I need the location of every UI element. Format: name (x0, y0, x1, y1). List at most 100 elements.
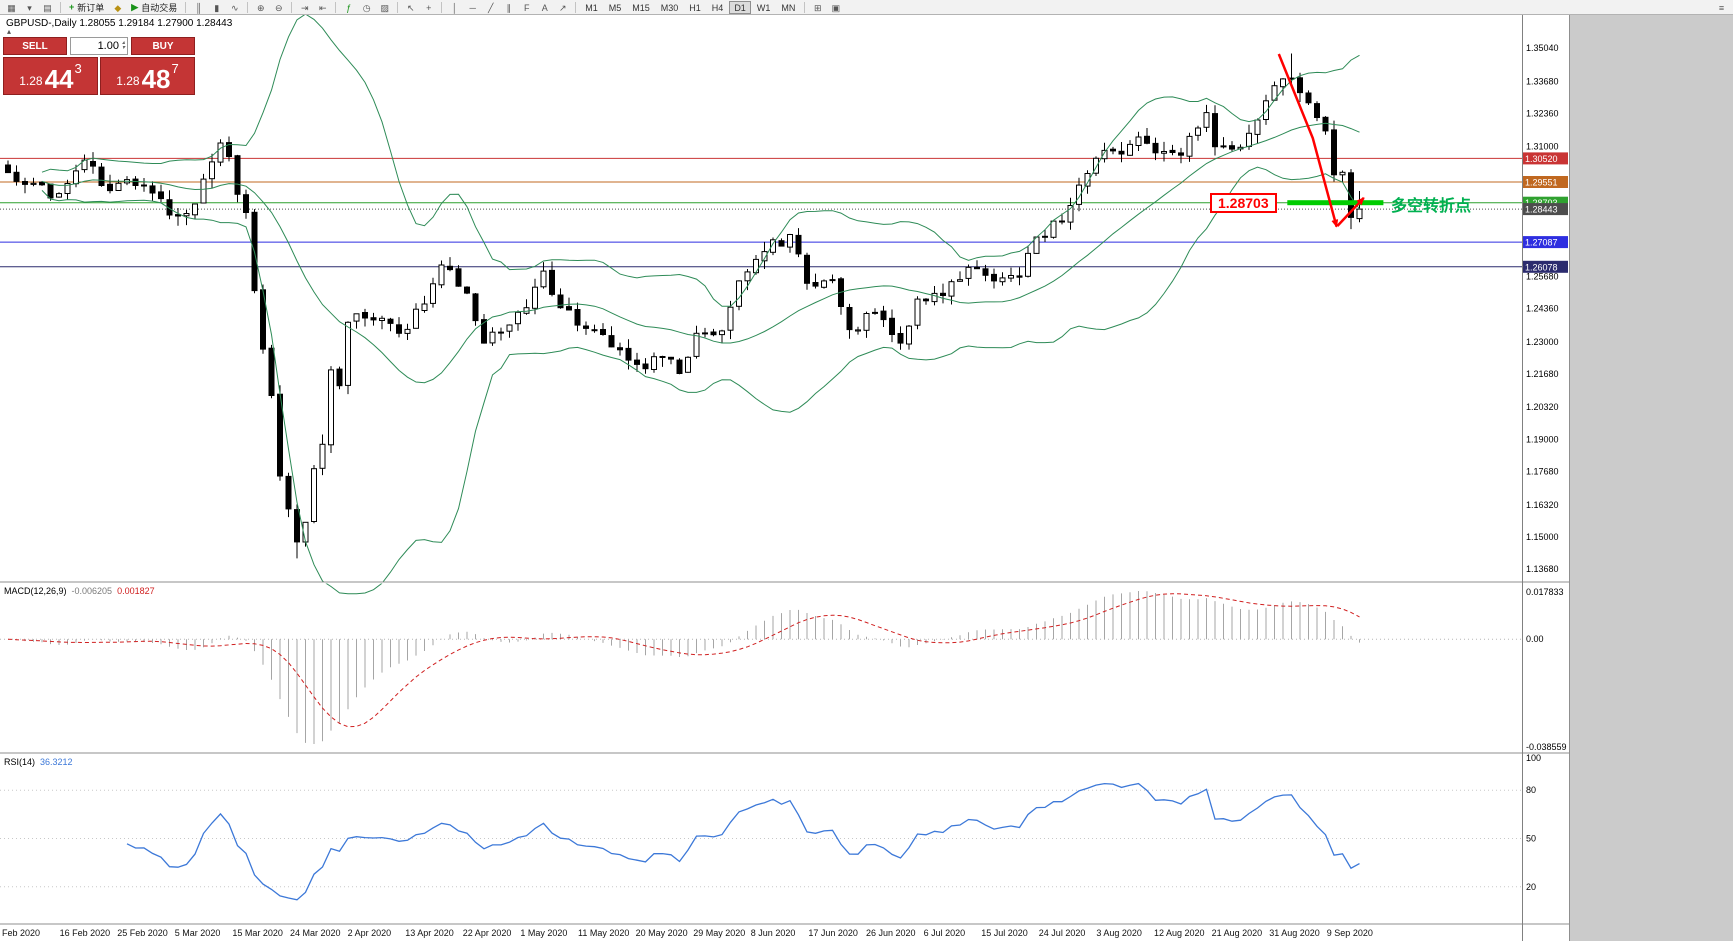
arrow-object-icon[interactable]: ↗ (558, 2, 567, 13)
timeframe-w1-button[interactable]: W1 (756, 2, 771, 13)
cursor-icon[interactable]: ↖ (406, 2, 415, 13)
candle-bullish (353, 313, 360, 322)
new-window-icon[interactable]: ⊞ (814, 2, 822, 13)
price-tick-label: 1.19000 (1526, 434, 1559, 444)
timeframe-m15-button[interactable]: M15 (632, 2, 650, 13)
chart-shift-icon[interactable]: ⇤ (318, 2, 327, 13)
line-chart-icon[interactable]: ∿ (230, 2, 239, 13)
date-label: 12 Aug 2020 (1154, 928, 1205, 938)
oneclick-collapse-icon[interactable]: ▴ (7, 27, 12, 36)
candle-bearish (974, 266, 980, 270)
trendline-icon[interactable]: ╱ (488, 2, 494, 13)
candlestick-chart-icon[interactable]: ▮ (214, 2, 220, 13)
chart-dropdown-icon[interactable]: ▾ (27, 2, 32, 13)
new-order-button[interactable]: + 新订单 (65, 1, 108, 14)
date-label: 11 May 2020 (578, 928, 629, 938)
candle-bullish (736, 280, 742, 307)
zoom-out-icon[interactable]: ⊖ (274, 2, 283, 13)
bid-price-button[interactable]: 1.28 44 3 (3, 57, 98, 95)
menu-icon[interactable]: ≡ (1718, 2, 1725, 13)
fibonacci-icon[interactable]: F (523, 2, 530, 13)
candle-bearish (940, 292, 946, 296)
oneclick-trading-panel: SELL 1.00 ▴ ▾ BUY 1.28 44 3 1.28 48 7 (3, 37, 195, 95)
candle-bearish (1305, 92, 1312, 104)
candle-bearish (1212, 113, 1218, 148)
rsi-value: 36.3212 (40, 757, 73, 767)
metaquotes-icon[interactable]: ◆ (114, 2, 122, 13)
candle-bullish (200, 178, 207, 204)
candle-bearish (268, 347, 275, 397)
autotrading-button[interactable]: ▶ 自动交易 (127, 1, 181, 14)
volume-up-icon[interactable]: ▴ (121, 40, 125, 46)
zoom-in-icon[interactable]: ⊕ (256, 2, 265, 13)
candle-bearish (447, 265, 453, 271)
candle-bullish (532, 286, 538, 309)
date-label: 6 Jul 2020 (924, 928, 966, 938)
trend-down-arrow[interactable] (1277, 53, 1339, 228)
autotrading-button-icon: ▶ (131, 1, 139, 12)
timeframe-h4-button[interactable]: H4 (711, 2, 724, 13)
candle-bearish (1229, 145, 1235, 150)
candle-bullish (489, 331, 496, 344)
candle-bullish (999, 277, 1006, 283)
candle-bearish (234, 155, 241, 195)
chart-canvas[interactable]: 1.35040 1.33680 1.32360 1.31000 1.25680 1.243… (0, 15, 1569, 941)
crosshair-icon[interactable]: + (426, 2, 432, 13)
buy-button[interactable]: BUY (131, 37, 195, 55)
bollinger-upper-band (41, 15, 1360, 307)
bounce-up-arrow[interactable] (1336, 197, 1365, 227)
candle-bullish (1246, 132, 1252, 147)
text-label-icon[interactable]: A (541, 2, 548, 13)
candle-bearish (642, 363, 649, 370)
horizontal-line-icon[interactable]: ─ (469, 2, 476, 13)
macd-scale-min: -0.038559 (1526, 742, 1567, 752)
templates-icon[interactable]: ▨ (380, 2, 389, 13)
toolbar-separator (441, 1, 443, 13)
periods-icon[interactable]: ◷ (362, 2, 371, 13)
price-scale[interactable] (1522, 15, 1569, 941)
candle-bullish (183, 213, 190, 217)
timeframe-m30-button[interactable]: M30 (660, 2, 679, 13)
indicators-icon[interactable]: ƒ (346, 2, 352, 13)
candle-bullish (515, 311, 521, 325)
candle-bearish (387, 318, 394, 324)
candle-bullish (1025, 252, 1031, 277)
volume-down-icon[interactable]: ▾ (121, 45, 125, 51)
sell-button[interactable]: SELL (3, 37, 67, 55)
turning-point-note[interactable]: 多空转折点 (1391, 198, 1472, 215)
toolbar-separator (185, 1, 187, 13)
chart-window-icon[interactable]: ▦ (7, 2, 16, 13)
profiles-icon[interactable]: ▤ (43, 2, 52, 13)
bar-chart-icon[interactable]: ║ (195, 2, 202, 13)
macd-main-value: -0.006205 (71, 586, 113, 596)
timeframe-h1-button[interactable]: H1 (689, 2, 701, 13)
price-tag-label: 1.27087 (1525, 238, 1558, 248)
candle-bearish (1348, 172, 1354, 218)
timeframe-m1-button[interactable]: M1 (585, 2, 598, 13)
candle-bullish (693, 332, 700, 357)
candle-bullish (1220, 145, 1227, 148)
ask-pip-digit: 7 (171, 61, 179, 76)
price-tag (1523, 236, 1568, 249)
candle-bearish (982, 268, 989, 276)
candle-bearish (5, 164, 11, 174)
price-level-label[interactable]: 1.28703 (1210, 193, 1277, 213)
candle-bullish (855, 329, 861, 332)
time-scale[interactable] (0, 925, 1522, 941)
toolbar-separator (291, 1, 293, 13)
candle-bullish (217, 142, 224, 163)
volume-field[interactable]: 1.00 ▴ ▾ (70, 37, 128, 55)
timeframe-m5-button[interactable]: M5 (608, 2, 622, 13)
equidistant-channel-icon[interactable]: ∥ (506, 2, 511, 13)
auto-scroll-icon[interactable]: ⇥ (300, 2, 309, 13)
tile-windows-icon[interactable]: ▣ (831, 2, 841, 13)
ask-prefix: 1.28 (116, 74, 140, 88)
vertical-line-icon[interactable]: │ (451, 2, 458, 13)
timeframe-mn-button[interactable]: MN (781, 2, 796, 13)
ask-price-button[interactable]: 1.28 48 7 (100, 57, 195, 95)
timeframe-d1-button[interactable]: D1 (729, 0, 751, 14)
date-label: 8 Jun 2020 (751, 928, 796, 938)
candle-bearish (175, 214, 181, 217)
turning-point-highlight-bar[interactable] (1287, 200, 1384, 206)
